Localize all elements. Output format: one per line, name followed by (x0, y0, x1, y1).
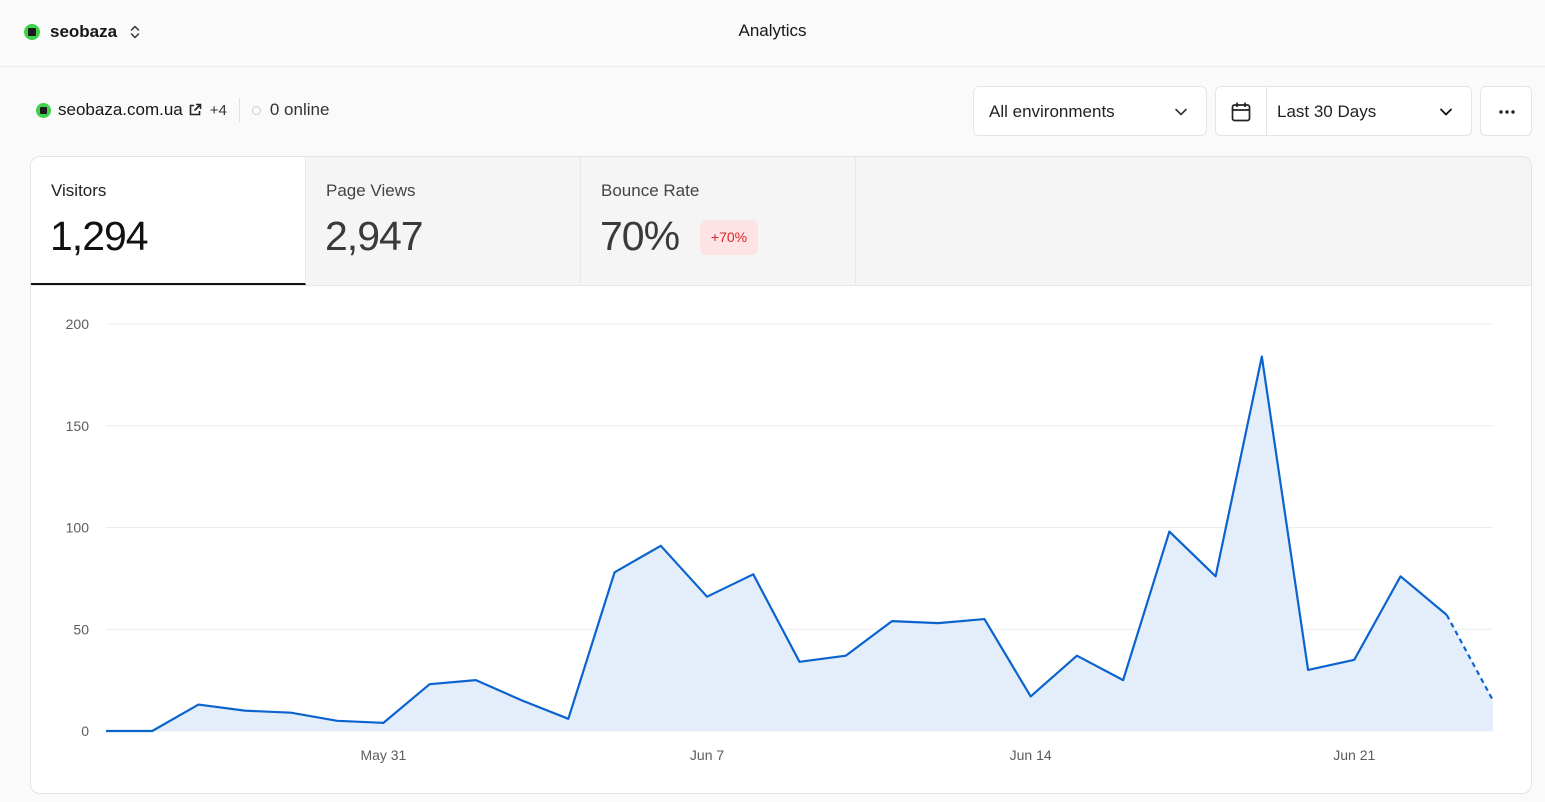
tab-label: Bounce Rate (601, 181, 700, 200)
environment-select-value: All environments (989, 102, 1115, 121)
environment-select[interactable]: All environments (973, 86, 1207, 136)
online-status-icon (251, 105, 261, 115)
tab-page-views[interactable]: Page Views 2,947 (306, 157, 581, 285)
y-tick-label: 200 (66, 316, 90, 332)
series-line (106, 355, 1448, 733)
change-badge: +70% (700, 220, 758, 255)
chevron-up-down-icon (130, 25, 140, 39)
area-fill (106, 356, 1493, 731)
page-title: Analytics (738, 21, 807, 40)
project-row: seobaza.com.ua +4 0 online (36, 98, 329, 122)
tab-label: Page Views (326, 181, 416, 200)
tab-value: 2,947 (325, 213, 424, 259)
top-bar: seobaza Analytics (0, 0, 1545, 67)
visitors-chart: 0 50 100 150 200 May 31 Jun 7 Jun 14 Jun 21 (66, 316, 1494, 763)
project-logo (36, 102, 51, 118)
divider (238, 98, 240, 122)
team-switcher[interactable]: seobaza (24, 20, 143, 44)
more-horizontal-icon (1499, 110, 1515, 114)
tab-visitors[interactable]: Visitors 1,294 (31, 157, 306, 285)
calendar-icon (1231, 102, 1251, 122)
chevron-down-icon (1175, 108, 1187, 116)
tab-value: 70% (600, 213, 680, 259)
tab-label: Visitors (51, 181, 107, 200)
y-tick-label: 0 (81, 723, 89, 739)
date-range-value: Last 30 Days (1277, 102, 1377, 121)
y-tick-label: 50 (73, 621, 89, 637)
team-name: seobaza (50, 22, 118, 41)
project-domain-link[interactable]: seobaza.com.ua (58, 100, 183, 119)
external-link-icon[interactable] (188, 103, 202, 117)
metric-tabs: Visitors 1,294 Page Views 2,947 Bounce R… (31, 157, 1531, 286)
extra-domains-count[interactable]: +4 (209, 101, 227, 119)
divider (1266, 87, 1267, 135)
chevron-down-icon (1440, 108, 1452, 116)
date-range-select[interactable]: Last 30 Days (1215, 86, 1472, 136)
tab-value: 1,294 (50, 213, 149, 259)
analytics-card: Visitors 1,294 Page Views 2,947 Bounce R… (30, 156, 1532, 794)
x-tick-label: May 31 (360, 747, 406, 763)
x-tick-label: Jun 21 (1333, 747, 1375, 763)
x-tick-label: Jun 14 (1010, 747, 1052, 763)
tab-bounce-rate[interactable]: Bounce Rate 70% +70% (581, 157, 856, 285)
x-tick-label: Jun 7 (690, 747, 724, 763)
y-tick-label: 100 (66, 520, 90, 536)
online-count: 0 online (269, 100, 330, 119)
series-line-projected (1445, 614, 1494, 701)
y-tick-label: 150 (66, 418, 90, 434)
more-options-button[interactable] (1480, 86, 1532, 136)
team-logo (24, 24, 40, 40)
